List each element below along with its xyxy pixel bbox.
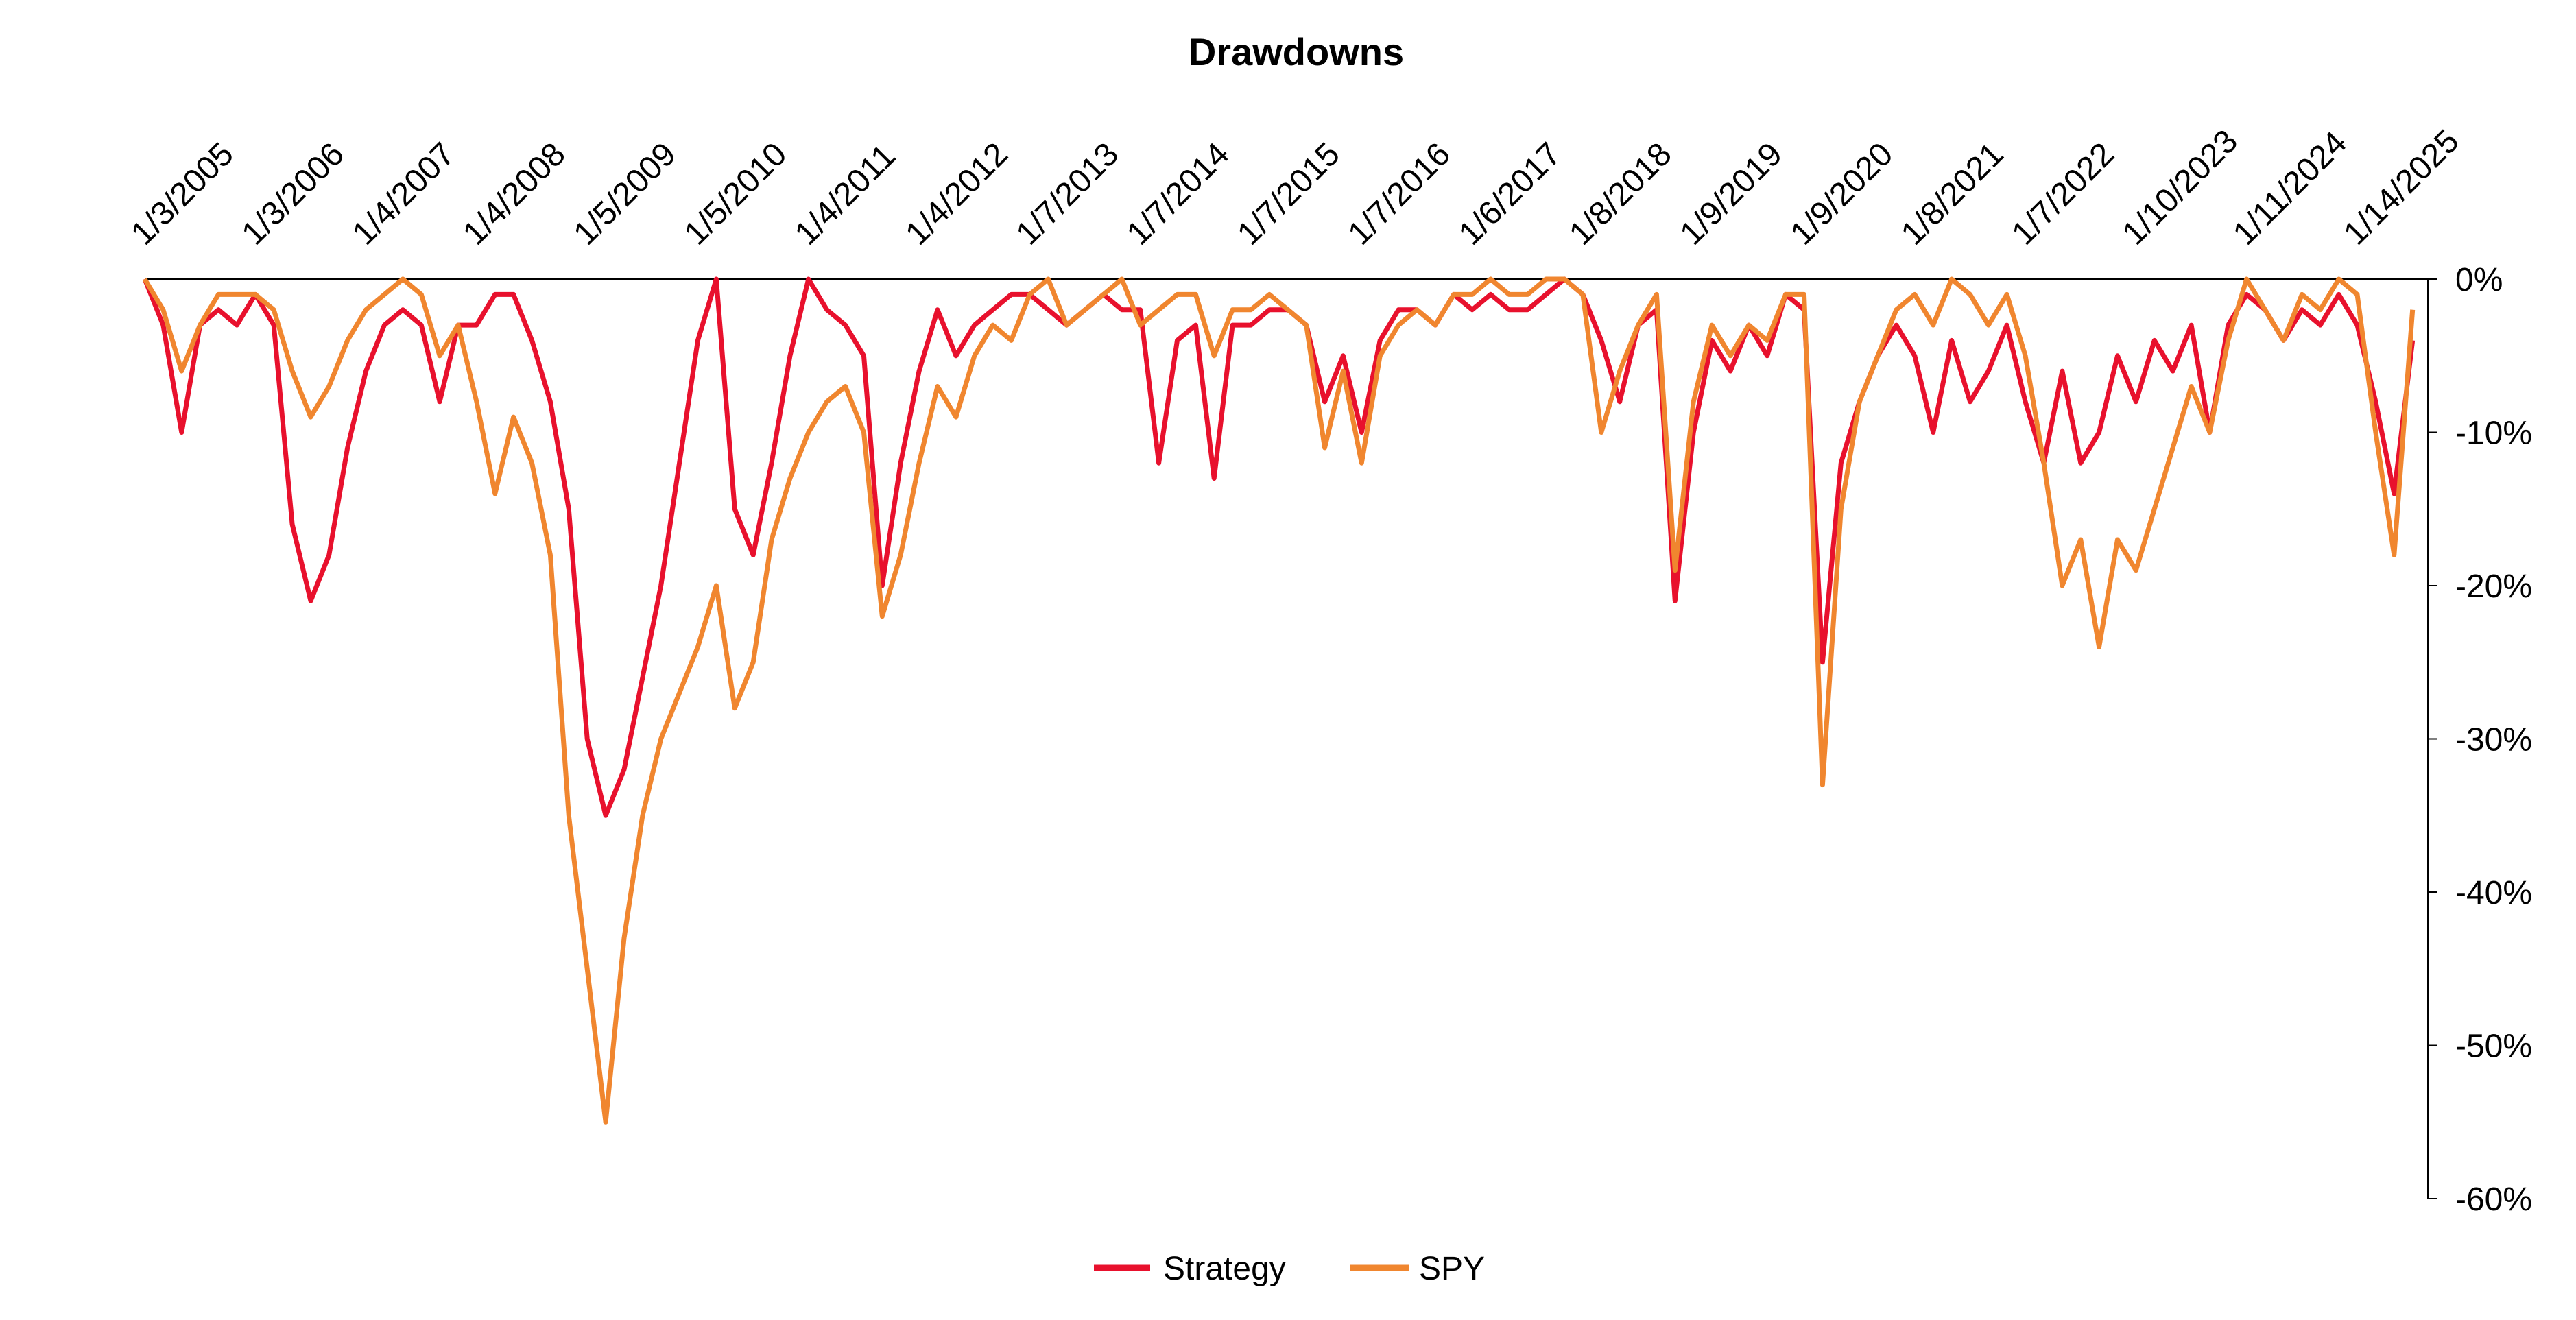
y-tick-label: -60% [2455, 1181, 2532, 1218]
y-tick-label: -20% [2455, 568, 2532, 605]
series-line [143, 276, 2416, 1125]
chart-title: Drawdowns [1189, 30, 1404, 73]
x-tick-label: 1/8/2021 [1894, 136, 2011, 252]
x-tick-label: 1/7/2016 [1341, 136, 1458, 252]
y-tick-label: -10% [2455, 416, 2532, 452]
x-tick-label: 1/7/2014 [1120, 136, 1237, 252]
x-tick-label: 1/7/2022 [2005, 136, 2121, 252]
y-tick-label: -40% [2455, 875, 2532, 911]
series-line [142, 276, 2416, 818]
x-tick-label: 1/9/2019 [1673, 136, 1790, 252]
x-tick-label: 1/4/2008 [456, 136, 573, 252]
x-tick-label: 1/8/2018 [1562, 136, 1679, 252]
x-tick-label: 1/7/2013 [1010, 136, 1126, 252]
x-tick-label: 1/10/2023 [2116, 123, 2245, 252]
x-tick-label: 1/3/2006 [235, 136, 352, 252]
x-tick-label: 1/14/2025 [2337, 123, 2466, 252]
x-tick-label: 1/7/2015 [1230, 136, 1347, 252]
x-tick-label: 1/3/2005 [124, 136, 241, 252]
x-tick-label: 1/5/2010 [678, 136, 794, 252]
x-tick-label: 1/11/2024 [2226, 125, 2354, 252]
y-tick-label: 0% [2455, 262, 2503, 298]
legend-label: Strategy [1163, 1251, 1286, 1287]
y-tick-label: -30% [2455, 722, 2532, 758]
x-tick-label: 1/6/2017 [1452, 136, 1569, 252]
legend-label: SPY [1419, 1251, 1485, 1287]
x-tick-label: 1/4/2007 [346, 136, 462, 252]
x-tick-label: 1/4/2011 [788, 138, 903, 252]
x-tick-label: 1/4/2012 [898, 136, 1015, 252]
x-tick-label: 1/9/2020 [1784, 136, 1900, 252]
y-tick-label: -50% [2455, 1029, 2532, 1065]
x-tick-label: 1/5/2009 [567, 136, 684, 252]
